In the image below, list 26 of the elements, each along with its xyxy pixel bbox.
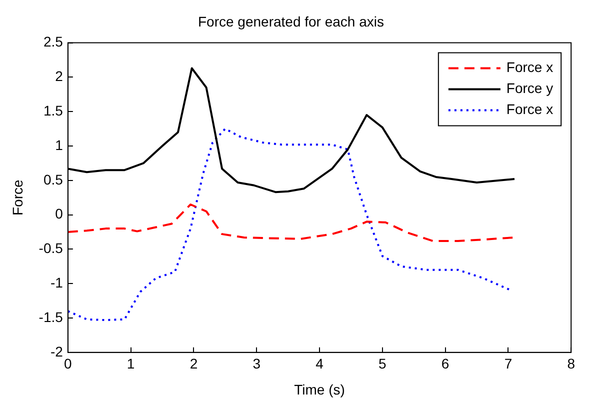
x-tick-label: 5 [378,356,387,372]
legend-label: Force x [506,101,554,118]
x-tick-label: 3 [252,356,261,372]
y-tick-label: 2 [55,68,64,84]
x-tick-label: 1 [126,356,135,372]
y-tick-label: -1.5 [38,308,64,325]
x-axis-title: Time (s) [294,381,345,398]
y-tick-label: -2 [50,343,64,360]
legend-label: Force y [506,80,554,96]
y-tick-label: 2.5 [43,34,64,50]
y-tick-label: -0.5 [38,240,64,256]
x-tick-label: 6 [441,356,450,372]
x-tick-label: 2 [190,356,198,372]
legend-label: Force x [506,59,554,76]
y-tick-label: 1.5 [43,102,64,118]
line-series [68,203,516,242]
y-tick-label: 1 [55,136,64,153]
line-series [68,128,512,322]
y-tick-label: 0.5 [43,171,64,188]
x-tick-label: 4 [316,356,324,372]
y-tick-label: 0 [55,206,64,222]
y-axis-title: Force [9,180,26,216]
chart-title: Force generated for each axis [198,13,384,30]
y-tick-label: -1 [50,274,64,290]
x-tick-label: 7 [504,356,512,372]
x-tick-label: 8 [567,356,576,372]
